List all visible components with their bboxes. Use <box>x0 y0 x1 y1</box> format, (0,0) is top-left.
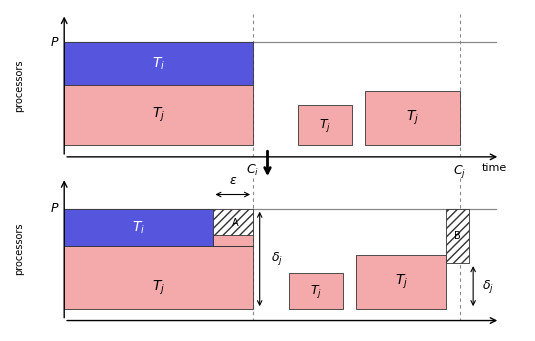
Text: $T_j$: $T_j$ <box>406 109 419 127</box>
Text: $P$: $P$ <box>50 36 60 49</box>
Bar <box>289 273 343 309</box>
Text: processors: processors <box>14 223 24 275</box>
Bar <box>64 209 212 246</box>
Bar <box>64 246 253 309</box>
Text: $T_i$: $T_i$ <box>132 219 145 236</box>
Bar <box>212 209 253 235</box>
Text: time: time <box>482 163 507 173</box>
Text: $\delta_j$: $\delta_j$ <box>482 278 494 295</box>
Text: $T_i$: $T_i$ <box>152 56 165 72</box>
Text: A: A <box>232 218 238 228</box>
Text: $T_j$: $T_j$ <box>152 106 165 124</box>
Text: $C_i$: $C_i$ <box>247 163 259 178</box>
Text: $P$: $P$ <box>50 202 60 215</box>
Text: $T_j$: $T_j$ <box>310 283 322 300</box>
Text: processors: processors <box>14 59 24 112</box>
Text: $T_j$: $T_j$ <box>395 273 408 291</box>
Text: B: B <box>454 231 461 241</box>
Bar <box>64 42 253 85</box>
Text: $T_j$: $T_j$ <box>152 279 165 297</box>
Text: $\delta_j$: $\delta_j$ <box>271 250 283 267</box>
Bar <box>365 91 460 145</box>
Bar <box>64 85 253 145</box>
Text: $\epsilon$: $\epsilon$ <box>228 174 237 187</box>
Bar <box>356 255 446 309</box>
Bar <box>298 105 352 145</box>
Bar <box>212 209 253 246</box>
Bar <box>446 209 469 263</box>
Text: $T_j$: $T_j$ <box>319 117 331 134</box>
Text: $C_j$: $C_j$ <box>453 163 466 180</box>
